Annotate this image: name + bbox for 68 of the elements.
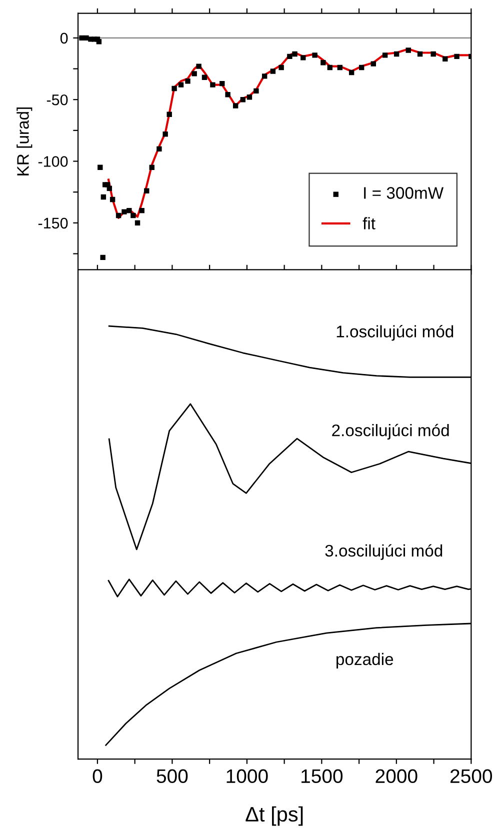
- point: [130, 212, 136, 218]
- point: [417, 51, 423, 57]
- point: [406, 48, 411, 53]
- y-tick-label: -150: [38, 218, 68, 229]
- x-tick-label: 1000: [226, 769, 268, 784]
- legend-label: I = 300mW: [364, 187, 444, 199]
- point: [178, 82, 184, 88]
- point: [149, 164, 154, 170]
- point: [300, 55, 306, 60]
- point: [246, 94, 252, 100]
- x-axis-title: Δt [ps]: [246, 806, 303, 826]
- x-tick-label: 2000: [376, 769, 418, 784]
- point: [430, 51, 436, 57]
- point: [394, 51, 400, 57]
- point: [144, 188, 150, 194]
- x-tick-label: 2500: [450, 769, 492, 784]
- point: [232, 103, 238, 108]
- point: [139, 208, 144, 214]
- point: [100, 254, 106, 260]
- y-tick-label: -50: [46, 94, 68, 106]
- point: [327, 64, 332, 70]
- point: [320, 60, 326, 66]
- y-tick-label: -100: [38, 156, 68, 167]
- annotation: 2.oscilujúci mód: [332, 424, 449, 440]
- point: [106, 186, 112, 191]
- x-tick-label: 1500: [302, 769, 343, 784]
- point: [254, 88, 259, 94]
- point: [262, 74, 268, 79]
- point: [337, 64, 343, 70]
- point: [442, 56, 448, 62]
- point: [348, 70, 354, 76]
- annotation: 1.oscilujúci mód: [336, 325, 454, 341]
- point: [96, 39, 102, 44]
- point: [210, 82, 216, 88]
- point: [370, 61, 376, 66]
- point: [292, 51, 298, 57]
- point: [166, 112, 172, 117]
- annotation: pozadie: [336, 652, 394, 668]
- point: [454, 54, 460, 60]
- point: [110, 196, 116, 202]
- point: [312, 52, 318, 58]
- point: [270, 68, 276, 74]
- point: [202, 74, 208, 80]
- point: [172, 86, 177, 92]
- point: [134, 220, 140, 226]
- point: [225, 92, 230, 98]
- point: [196, 64, 202, 69]
- point: [358, 64, 364, 70]
- point: [156, 146, 162, 152]
- point: [185, 78, 190, 84]
- point: [116, 212, 122, 218]
- point: [122, 209, 127, 214]
- x-tick-label: 0: [92, 769, 102, 784]
- legend-label: fit: [362, 217, 376, 230]
- point: [126, 208, 132, 214]
- x-tick-label: 500: [156, 769, 188, 784]
- point: [287, 54, 292, 60]
- point: [278, 64, 284, 70]
- point: [162, 132, 168, 137]
- point: [100, 194, 106, 200]
- point: [220, 80, 225, 86]
- y-tick-label: 0: [60, 32, 68, 44]
- y-axis-title: KR [urad]: [16, 108, 32, 176]
- annotation: 3.oscilujúci mód: [325, 544, 442, 560]
- point: [98, 164, 103, 170]
- point: [382, 52, 388, 58]
- point: [240, 96, 246, 102]
- point: [192, 71, 197, 76]
